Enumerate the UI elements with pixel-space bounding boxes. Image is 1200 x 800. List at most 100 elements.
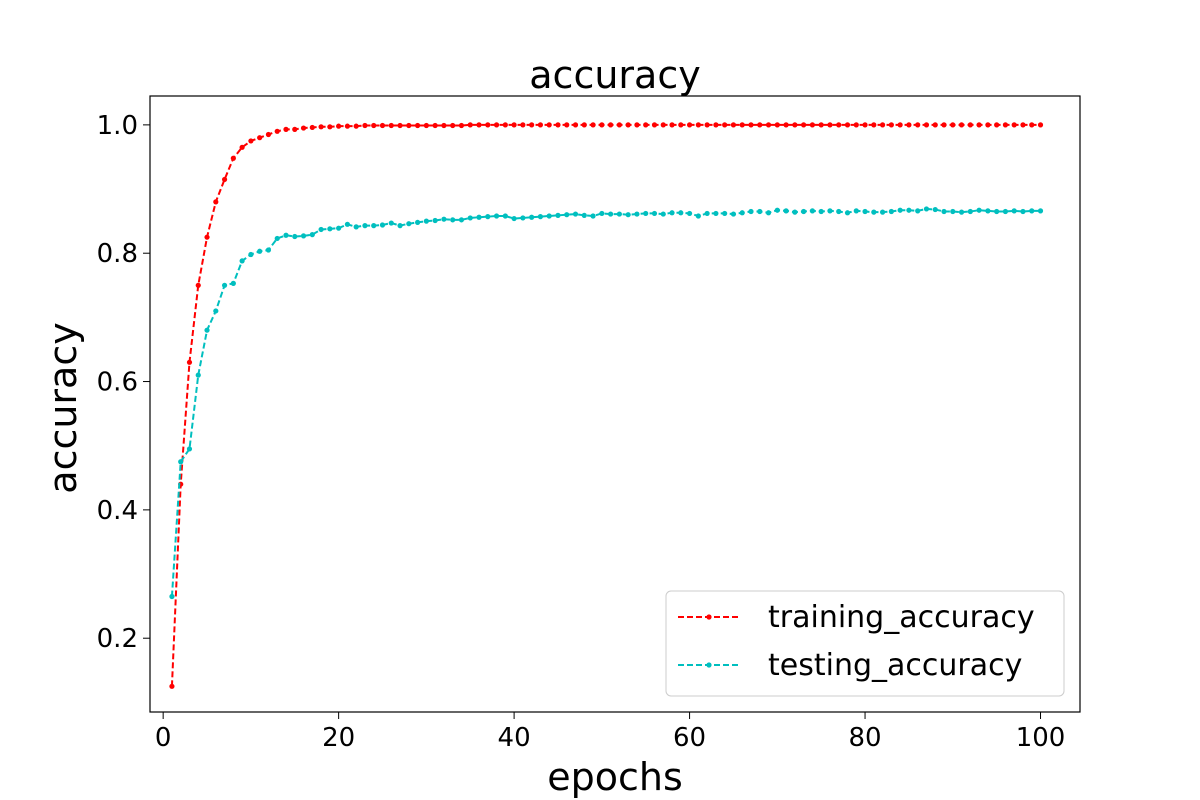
- data-point-training_accuracy-67: [748, 122, 754, 128]
- data-point-testing_accuracy-75: [818, 208, 824, 215]
- data-point-testing_accuracy-37: [485, 214, 491, 220]
- data-point-training_accuracy-3: [186, 359, 193, 365]
- data-point-testing_accuracy-3: [186, 446, 193, 452]
- data-point-training_accuracy-31: [432, 122, 438, 129]
- data-point-testing_accuracy-76: [827, 208, 833, 214]
- data-point-training_accuracy-55: [643, 122, 649, 128]
- data-point-testing_accuracy-28: [406, 221, 412, 227]
- data-point-testing_accuracy-84: [897, 207, 903, 213]
- series-line-testing_accuracy: [170, 207, 1041, 597]
- data-point-testing_accuracy-21: [344, 221, 351, 227]
- data-point-training_accuracy-68: [757, 122, 763, 128]
- data-point-testing_accuracy-19: [327, 226, 333, 232]
- data-point-testing_accuracy-78: [844, 210, 851, 216]
- data-point-training_accuracy-29: [414, 122, 421, 129]
- data-point-testing_accuracy-61: [695, 213, 701, 219]
- data-point-training_accuracy-44: [546, 122, 552, 128]
- data-point-testing_accuracy-16: [300, 233, 307, 239]
- data-point-training_accuracy-37: [485, 122, 491, 128]
- data-point-training_accuracy-13: [274, 128, 280, 134]
- data-point-training_accuracy-39: [502, 122, 508, 128]
- data-point-training_accuracy-98: [1020, 122, 1026, 128]
- data-point-testing_accuracy-44: [546, 213, 552, 219]
- data-point-training_accuracy-75: [818, 122, 824, 128]
- data-point-training_accuracy-51: [608, 122, 614, 128]
- data-point-testing_accuracy-95: [994, 208, 1000, 215]
- data-point-testing_accuracy-64: [722, 210, 728, 217]
- data-point-training_accuracy-78: [844, 122, 851, 128]
- x-tick-label-0: 0: [155, 723, 172, 753]
- data-point-testing_accuracy-91: [958, 209, 965, 215]
- data-point-training_accuracy-17: [309, 124, 315, 131]
- data-point-training_accuracy-76: [827, 122, 833, 128]
- data-point-training_accuracy-45: [555, 122, 561, 128]
- data-point-training_accuracy-71: [783, 122, 789, 128]
- data-point-training_accuracy-28: [406, 122, 412, 129]
- data-point-training_accuracy-89: [941, 122, 947, 128]
- data-point-training_accuracy-32: [441, 122, 447, 129]
- data-point-testing_accuracy-67: [748, 208, 754, 215]
- data-point-training_accuracy-70: [774, 122, 780, 128]
- data-point-testing_accuracy-83: [888, 208, 894, 215]
- data-point-testing_accuracy-10: [248, 251, 254, 258]
- data-point-training_accuracy-26: [388, 122, 394, 129]
- y-tick-label-0.2: 0.2: [97, 624, 138, 654]
- data-point-testing_accuracy-71: [783, 208, 789, 214]
- data-point-training_accuracy-63: [713, 122, 719, 128]
- data-point-testing_accuracy-2: [178, 459, 184, 465]
- data-point-testing_accuracy-5: [204, 327, 210, 333]
- data-point-testing_accuracy-51: [608, 211, 614, 217]
- data-point-testing_accuracy-39: [502, 213, 508, 219]
- data-point-training_accuracy-11: [257, 135, 263, 141]
- data-point-training_accuracy-81: [871, 122, 877, 128]
- y-tick-label-0.8: 0.8: [97, 239, 138, 269]
- data-point-training_accuracy-56: [651, 122, 658, 128]
- data-point-testing_accuracy-55: [643, 210, 649, 217]
- y-axis: 0.2 0.4 0.6 0.8 1.0: [97, 111, 150, 654]
- data-point-training_accuracy-6: [213, 199, 219, 205]
- data-point-testing_accuracy-17: [309, 232, 315, 238]
- data-point-training_accuracy-36: [476, 122, 482, 128]
- data-point-testing_accuracy-46: [564, 212, 570, 218]
- data-point-training_accuracy-85: [906, 122, 912, 128]
- data-point-testing_accuracy-4: [195, 372, 201, 378]
- data-point-training_accuracy-24: [371, 122, 377, 129]
- data-point-testing_accuracy-47: [572, 211, 579, 217]
- data-point-testing_accuracy-60: [686, 210, 693, 217]
- data-point-testing_accuracy-33: [450, 217, 456, 223]
- data-point-testing_accuracy-58: [669, 210, 675, 216]
- data-point-training_accuracy-73: [801, 122, 807, 128]
- data-point-training_accuracy-58: [669, 122, 675, 128]
- data-point-testing_accuracy-62: [704, 210, 710, 217]
- data-point-testing_accuracy-7: [221, 282, 228, 288]
- legend: training_accuracy testing_accuracy: [665, 590, 1065, 697]
- data-point-testing_accuracy-38: [493, 213, 500, 219]
- data-point-training_accuracy-52: [616, 122, 622, 128]
- data-point-testing_accuracy-9: [239, 258, 245, 264]
- data-point-training_accuracy-34: [458, 122, 465, 129]
- data-point-testing_accuracy-81: [871, 209, 877, 215]
- series-training_accuracy: [169, 122, 1044, 689]
- data-point-training_accuracy-100: [1037, 122, 1044, 128]
- data-point-training_accuracy-4: [195, 282, 201, 288]
- data-point-training_accuracy-72: [792, 122, 798, 128]
- data-point-testing_accuracy-26: [388, 220, 394, 226]
- data-point-testing_accuracy-45: [555, 212, 561, 218]
- y-tick-label-1: 1.0: [97, 111, 138, 141]
- data-point-testing_accuracy-100: [1037, 208, 1044, 214]
- data-point-training_accuracy-46: [564, 122, 570, 128]
- data-point-testing_accuracy-35: [467, 215, 473, 221]
- x-tick-label-60: 60: [673, 723, 706, 753]
- data-point-testing_accuracy-36: [476, 214, 482, 220]
- data-point-testing_accuracy-65: [730, 211, 737, 217]
- data-point-training_accuracy-12: [265, 131, 272, 138]
- data-point-testing_accuracy-97: [1011, 208, 1017, 214]
- plot-frame: [149, 95, 1081, 713]
- data-point-training_accuracy-86: [915, 122, 921, 128]
- y-tick-label-0.4: 0.4: [97, 496, 138, 526]
- data-point-training_accuracy-21: [344, 123, 351, 129]
- data-point-testing_accuracy-92: [967, 208, 973, 215]
- data-point-testing_accuracy-49: [590, 213, 596, 219]
- data-point-training_accuracy-97: [1011, 122, 1017, 128]
